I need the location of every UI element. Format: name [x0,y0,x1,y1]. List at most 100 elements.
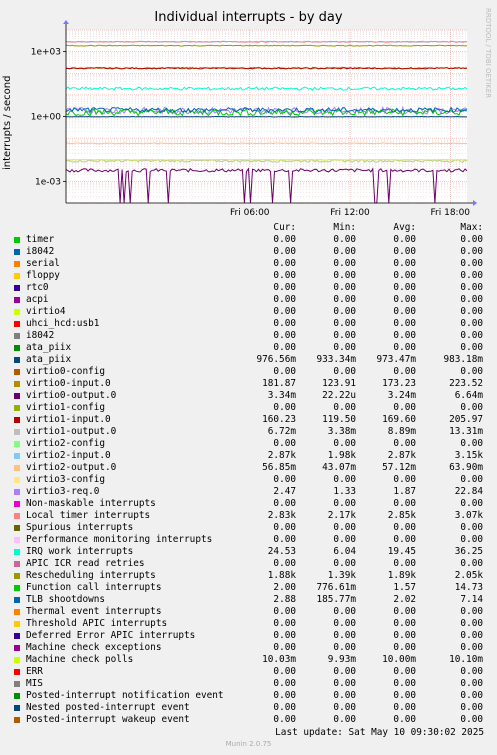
series-swatch [14,513,20,519]
series-swatch [14,333,20,339]
series-cur: 0.00 [273,522,296,533]
y-tick-label: 1e+00 [31,113,62,123]
legend-row: Machine check polls 10.03m 9.93m 10.00m 10.1… [0,654,497,666]
series-min: 1.33 [333,486,356,497]
series-line [65,40,468,43]
series-max: 0.00 [460,294,483,305]
series-min: 0.00 [333,342,356,353]
series-name: acpi [26,294,49,305]
series-line [66,142,468,145]
legend-row: Threshold APIC interrupts 0.00 0.00 0.00 0.0… [0,618,497,630]
series-cur: 6.72m [267,426,296,437]
series-avg: 2.85k [387,510,416,521]
series-max: 0.00 [460,474,483,485]
series-swatch [14,405,20,411]
series-cur: 0.00 [273,690,296,701]
series-cur: 0.00 [273,258,296,269]
series-max: 0.00 [460,234,483,245]
series-name: Posted-interrupt wakeup event [26,714,190,725]
series-max: 983.18m [443,354,483,365]
series-min: 43.07m [322,462,356,473]
series-avg: 1.57 [393,582,416,593]
series-name: Machine check polls [26,654,134,665]
series-min: 2.17k [327,510,356,521]
series-swatch [14,501,20,507]
series-max: 0.00 [460,342,483,353]
series-avg: 0.00 [393,246,416,257]
series-swatch [14,477,20,483]
x-axis-arrow [473,200,477,206]
series-swatch [14,657,20,663]
series-avg: 3.24m [387,390,416,401]
series-swatch [14,381,20,387]
series-line [65,158,468,161]
series-name: i8042 [26,246,55,257]
legend-row: Rescheduling interrupts 1.88k 1.39k 1.89k 2.… [0,570,497,582]
series-min: 0.00 [333,678,356,689]
legend-row: Deferred Error APIC interrupts 0.00 0.00 0.… [0,630,497,642]
series-avg: 0.00 [393,366,416,377]
series-max: 223.52 [449,378,483,389]
series-max: 22.84 [454,486,483,497]
legend-row: i8042 0.00 0.00 0.00 0.00 [0,330,497,342]
series-cur: 0.00 [273,678,296,689]
series-max: 0.00 [460,330,483,341]
series-cur: 1.88k [267,570,296,581]
series-swatch [14,705,20,711]
x-tick-label: Fri 18:00 [431,208,471,218]
legend-row: virtio0-input.0 181.87 123.91 173.23 223.52 [0,378,497,390]
legend-row: Spurious interrupts 0.00 0.00 0.00 0.00 [0,522,497,534]
series-line [65,67,468,70]
legend-row: Machine check exceptions 0.00 0.00 0.00 0.00 [0,642,497,654]
legend-row: IRQ work interrupts 24.53 6.04 19.45 36.25 [0,546,497,558]
series-min: 0.00 [333,690,356,701]
series-swatch [14,345,20,351]
series-max: 0.00 [460,246,483,257]
column-header-cur: Cur: [273,222,296,233]
series-min: 0.00 [333,534,356,545]
x-tick-label: Fri 06:00 [230,208,270,218]
legend-row: virtio2-input.0 2.87k 1.98k 2.87k 3.15k [0,450,497,462]
series-avg: 2.87k [387,450,416,461]
series-line [65,86,468,91]
series-avg: 1.89k [387,570,416,581]
series-max: 0.00 [460,690,483,701]
series-avg: 0.00 [393,522,416,533]
series-min: 6.04 [333,546,356,557]
series-min: 1.98k [327,450,356,461]
legend-row: Non-maskable interrupts 0.00 0.00 0.00 0.00 [0,498,497,510]
legend-row: MIS 0.00 0.00 0.00 0.00 [0,678,497,690]
legend-row: Posted-interrupt notification event 0.00 0… [0,690,497,702]
series-max: 0.00 [460,438,483,449]
series-min: 0.00 [333,666,356,677]
chart-plot: 1e+03 1e+00 1e-03 Fri 06:00 Fri 12:00 Fri 18:… [31,20,477,218]
series-swatch [14,645,20,651]
series-avg: 0.00 [393,606,416,617]
series-min: 0.00 [333,618,356,629]
series-line [65,44,468,47]
series-max: 36.25 [454,546,483,557]
series-min: 0.00 [333,294,356,305]
series-min: 0.00 [333,234,356,245]
series-min: 0.00 [333,522,356,533]
series-max: 0.00 [460,534,483,545]
series-avg: 0.00 [393,402,416,413]
series-avg: 0.00 [393,630,416,641]
series-cur: 0.00 [273,606,296,617]
series-min: 0.00 [333,402,356,413]
series-max: 0.00 [460,258,483,269]
series-swatch [14,585,20,591]
legend-row: TLB shootdowns 2.88 185.77m 2.02 7.14 [0,594,497,606]
series-avg: 0.00 [393,306,416,317]
series-avg: 173.23 [382,378,416,389]
series-cur: 0.00 [273,666,296,677]
legend-row: virtio4 0.00 0.00 0.00 0.00 [0,306,497,318]
series-max: 0.00 [460,630,483,641]
series-min: 0.00 [333,330,356,341]
series-name: virtio3-req.0 [26,486,100,497]
legend-row: Function call interrupts 2.00 776.61m 1.57 1… [0,582,497,594]
series-min: 0.00 [333,498,356,509]
series-avg: 0.00 [393,714,416,725]
series-avg: 2.02 [393,594,416,605]
legend-row: timer 0.00 0.00 0.00 0.00 [0,234,497,246]
